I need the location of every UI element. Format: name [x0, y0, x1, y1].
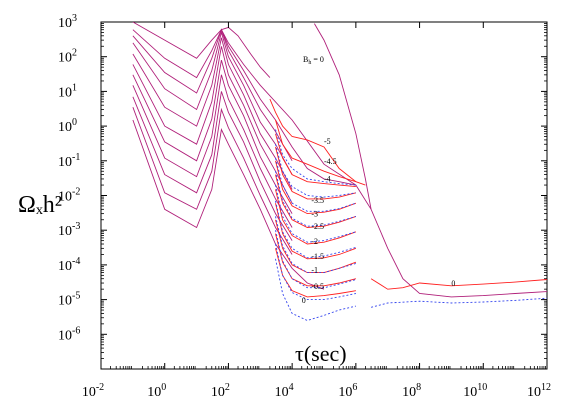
y-tick-label: 10-3	[58, 221, 80, 239]
series-line-dashed	[275, 216, 357, 274]
y-tick-label: 10-2	[58, 187, 80, 205]
x-tick-label: 10-2	[82, 382, 104, 400]
curve-label: -3.5	[311, 196, 324, 205]
series-line-dashed	[275, 230, 357, 289]
y-tick-label: 10-5	[58, 291, 80, 309]
x-tick-label: 1012	[527, 382, 551, 400]
curve-label: -5	[324, 137, 331, 146]
y-tick-label: 10-1	[58, 152, 80, 170]
curve-label: -3	[311, 209, 318, 218]
series-line-combined	[132, 59, 293, 214]
y-tick-label: 102	[58, 48, 77, 66]
plot-annotations: -5 -4.5 -4 -3.5 -3 -2.5 -2 -1.5 -1 -0.5 0 0	[302, 137, 456, 305]
series-line-combined	[132, 30, 293, 175]
x-tick-label: 102	[211, 382, 230, 400]
series-line-dashed	[275, 157, 357, 212]
y-tick-label: 103	[58, 13, 77, 31]
curve-label: 0	[451, 279, 455, 288]
curve-label: 0	[302, 296, 306, 305]
series-line-combined	[132, 46, 293, 204]
x-tick-label: 104	[275, 382, 294, 400]
curve-label: -0.5	[311, 282, 324, 291]
bh0-label: B	[303, 55, 308, 64]
series-line-combined	[132, 119, 325, 290]
series-line-combined	[132, 37, 293, 190]
x-tick-label: 100	[147, 382, 166, 400]
x-tick-label: 106	[338, 382, 357, 400]
series-line-solid	[275, 189, 357, 245]
series-line-solid	[275, 146, 357, 200]
curve-label: -4.5	[324, 157, 337, 166]
y-tick-label: 101	[58, 82, 77, 100]
x-axis-label: τ(sec)	[295, 341, 347, 366]
series-line-dashed	[275, 243, 356, 301]
plot-curves	[132, 22, 547, 321]
y-axis-label: Ωₓh²	[18, 192, 62, 218]
x-tick-label: 1010	[463, 382, 487, 400]
bh0-subscript: h	[308, 60, 311, 66]
x-tick-label: 108	[402, 382, 421, 400]
series-line-combined	[132, 91, 293, 241]
series-line-dashed	[275, 200, 357, 259]
bh0-annotation: Bh = 0	[303, 55, 324, 66]
y-tick-label: 10-4	[58, 256, 80, 274]
series-line-solid	[275, 160, 357, 215]
y-tick-label: 100	[58, 117, 77, 135]
curve-label: -4	[324, 175, 331, 184]
series-line-dashed	[275, 185, 357, 243]
curve-label: -1.5	[311, 252, 324, 261]
series-line-solid	[269, 98, 366, 186]
series-line-solid	[275, 133, 356, 188]
bh0-equals: = 0	[311, 55, 324, 64]
series-line-combined	[314, 23, 372, 210]
series-line-solid	[275, 119, 357, 183]
plot-ticks: 10-2 100 102 104 106 108 1010 1012 103 102 101 100 1…	[58, 13, 551, 400]
series-line-dashed	[275, 129, 356, 186]
series-line-solid	[275, 203, 357, 260]
series-line-dashed	[370, 297, 547, 308]
series-line-combined	[132, 28, 356, 186]
curve-label: -2	[311, 237, 318, 246]
series-line-solid	[275, 174, 357, 228]
series-line-combined	[132, 22, 547, 298]
series-line-combined	[132, 107, 293, 255]
curve-label: -2.5	[311, 222, 324, 231]
series-line-solid	[275, 233, 357, 287]
y-tick-label: 10-6	[58, 325, 80, 343]
curve-label: -1	[311, 266, 318, 275]
series-line-combined	[132, 28, 293, 162]
series-line-solid	[370, 278, 547, 290]
series-line-combined	[132, 74, 293, 228]
series-line-combined	[221, 26, 271, 78]
